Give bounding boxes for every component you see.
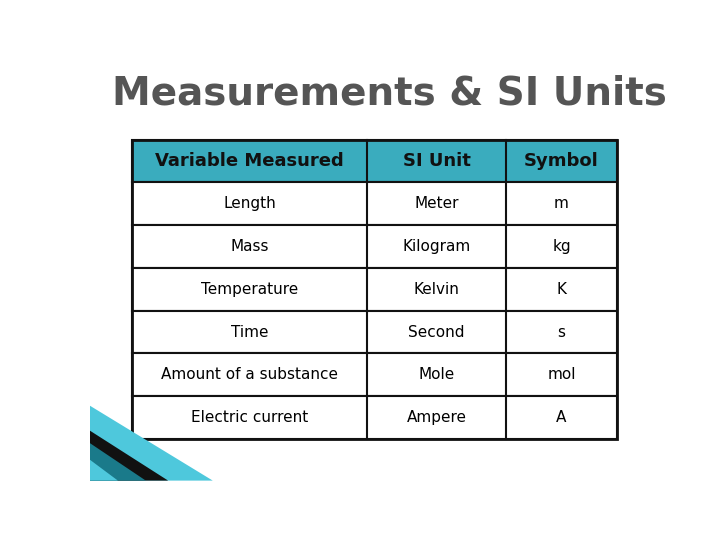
Text: Amount of a substance: Amount of a substance: [161, 367, 338, 382]
Text: mol: mol: [547, 367, 576, 382]
Text: Temperature: Temperature: [201, 282, 298, 297]
Text: Second: Second: [408, 325, 464, 340]
Text: K: K: [557, 282, 567, 297]
Polygon shape: [90, 406, 213, 481]
Text: A: A: [557, 410, 567, 425]
Bar: [132, 140, 617, 183]
Text: kg: kg: [552, 239, 571, 254]
Polygon shape: [90, 460, 118, 481]
Text: Mole: Mole: [418, 367, 454, 382]
Bar: [132, 140, 617, 439]
Text: Measurements & SI Units: Measurements & SI Units: [112, 75, 667, 113]
Text: Symbol: Symbol: [524, 152, 599, 170]
Text: Variable Measured: Variable Measured: [156, 152, 344, 170]
Text: Ampere: Ampere: [407, 410, 467, 425]
Bar: [132, 396, 617, 439]
Bar: [132, 268, 617, 310]
Bar: [132, 183, 617, 225]
Text: Length: Length: [223, 197, 276, 211]
Text: Time: Time: [231, 325, 269, 340]
Polygon shape: [90, 431, 168, 481]
Text: Kilogram: Kilogram: [402, 239, 471, 254]
Bar: [132, 354, 617, 396]
Text: s: s: [557, 325, 565, 340]
Text: SI Unit: SI Unit: [402, 152, 470, 170]
Bar: [132, 310, 617, 354]
Bar: [132, 225, 617, 268]
Text: Electric current: Electric current: [191, 410, 308, 425]
Text: Meter: Meter: [414, 197, 459, 211]
Text: Kelvin: Kelvin: [413, 282, 459, 297]
Text: Mass: Mass: [230, 239, 269, 254]
Text: m: m: [554, 197, 569, 211]
Polygon shape: [90, 443, 145, 481]
